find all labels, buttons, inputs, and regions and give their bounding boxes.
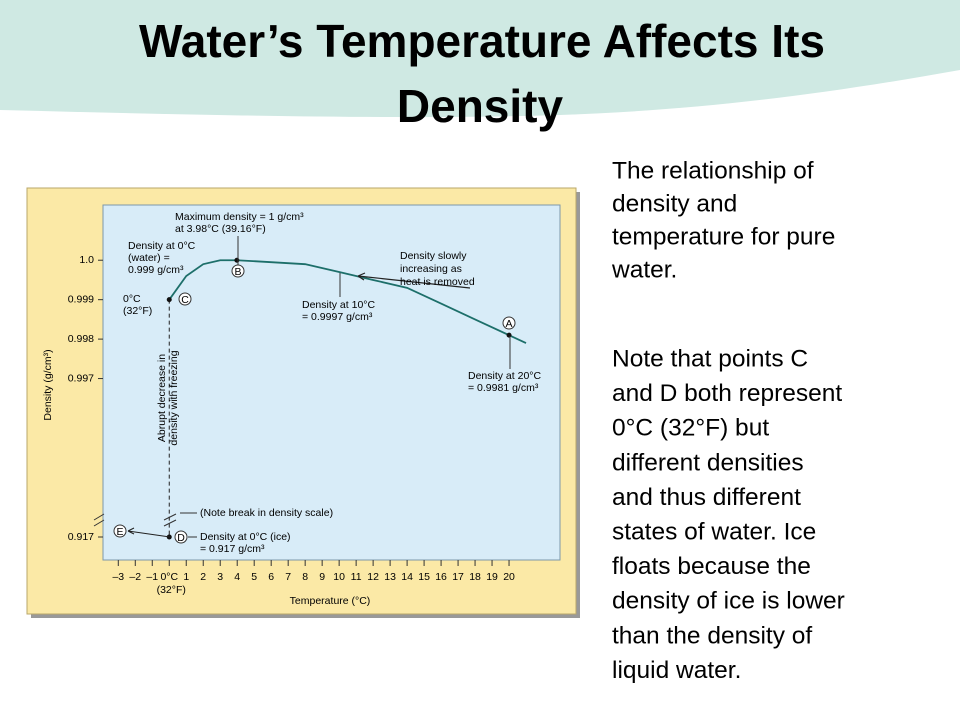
x-tick-label: 20 (503, 571, 515, 583)
annotation: Density at 10°C (302, 299, 375, 311)
body-line: 0°C (32°F) but (612, 415, 769, 442)
x-tick-label: 19 (486, 571, 498, 583)
x-tick-label: 14 (401, 571, 413, 583)
body-line: temperature for pure (612, 223, 835, 250)
point-label: B (234, 266, 241, 278)
annotation: Maximum density = 1 g/cm³ (175, 211, 304, 223)
x-tick-label: 6 (268, 571, 274, 583)
y-tick-label: 0.997 (68, 372, 94, 384)
body-line: liquid water. (612, 657, 741, 684)
y-tick-label: 0.999 (68, 293, 94, 305)
data-point (234, 257, 240, 263)
point-label: A (505, 318, 512, 330)
x-tick-label: 7 (285, 571, 291, 583)
x-tick-label: 12 (367, 571, 379, 583)
y-tick-label: 1.0 (79, 254, 94, 266)
data-point (166, 297, 172, 303)
point-label: E (116, 526, 123, 538)
x-tick-label: 0°C (160, 571, 178, 583)
body-line: density and (612, 190, 737, 217)
density-curve (168, 259, 527, 344)
annotation: = 0.9997 g/cm³ (302, 311, 373, 323)
body-line: and D both represent (612, 380, 842, 407)
x-tick-label: 5 (251, 571, 257, 583)
body-line: density of ice is lower (612, 588, 845, 615)
banner (0, 0, 960, 118)
annotation: Abrupt decrease in (156, 354, 168, 442)
annotation: at 3.98°C (39.16°F) (175, 223, 266, 235)
y-axis-label: Density (g/cm³) (42, 349, 54, 420)
x-tick-note: (32°F) (157, 584, 186, 596)
scale-break (93, 513, 105, 521)
annotation: density with freezing (168, 350, 180, 445)
point-badge (502, 316, 516, 330)
scale-break (93, 519, 105, 527)
body-line: and thus different (612, 484, 801, 511)
x-tick-label: 13 (384, 571, 396, 583)
body-line: than the density of (612, 622, 812, 649)
body-line: Note that points C (612, 345, 808, 372)
point-badge (178, 292, 192, 306)
annotation: Density at 0°C (128, 240, 196, 252)
annotation: 0°C (123, 293, 141, 305)
y-tick-label: 0.917 (68, 531, 94, 543)
x-tick-label: 17 (452, 571, 464, 583)
x-tick-label: –3 (112, 571, 124, 583)
annotation: Density at 20°C (468, 370, 541, 382)
x-tick-label: 3 (217, 571, 223, 583)
annotation: Density at 0°C (ice) (200, 531, 291, 543)
x-tick-label: 16 (435, 571, 447, 583)
body-line: floats because the (612, 553, 811, 580)
annotation: heat is removed (400, 276, 475, 288)
point-badge (174, 530, 188, 544)
body-line: states of water. Ice (612, 518, 816, 545)
arrow (127, 527, 171, 538)
x-tick-label: 10 (333, 571, 345, 583)
annotation: = 0.9981 g/cm³ (468, 382, 539, 394)
annotation: (water) = (128, 252, 170, 264)
x-tick-label: 1 (183, 571, 189, 583)
body-line: The relationship of (612, 157, 814, 184)
annotation: (32°F) (123, 305, 152, 317)
point-badge (113, 524, 127, 538)
plot-area (102, 204, 561, 561)
title-line: Density (397, 80, 564, 132)
annotation: increasing as (400, 263, 462, 275)
x-tick-label: 11 (351, 571, 362, 583)
title-line: Water’s Temperature Affects Its (139, 15, 825, 67)
x-tick-label: 18 (469, 571, 481, 583)
scale-break (163, 519, 177, 527)
x-tick-label: 9 (319, 571, 325, 583)
y-tick-label: 0.998 (68, 333, 94, 345)
x-axis-label: Temperature (°C) (290, 595, 371, 607)
data-point (506, 332, 512, 338)
annotation: 0.999 g/cm³ (128, 264, 184, 276)
body-line: water. (611, 256, 677, 283)
scale-break (163, 513, 177, 521)
arrow (357, 272, 471, 289)
x-tick-label: –2 (129, 571, 141, 583)
x-tick-label: 8 (302, 571, 308, 583)
body-line: different densities (612, 449, 804, 476)
annotation: = 0.917 g/cm³ (200, 543, 265, 555)
point-label: C (181, 294, 189, 306)
point-label: D (177, 532, 185, 544)
x-tick-label: 15 (418, 571, 430, 583)
annotation: (Note break in density scale) (200, 507, 333, 519)
annotation: Density slowly (400, 250, 467, 262)
x-tick-label: 2 (200, 571, 206, 583)
x-tick-label: 4 (234, 571, 240, 583)
x-tick-label: –1 (146, 571, 158, 583)
